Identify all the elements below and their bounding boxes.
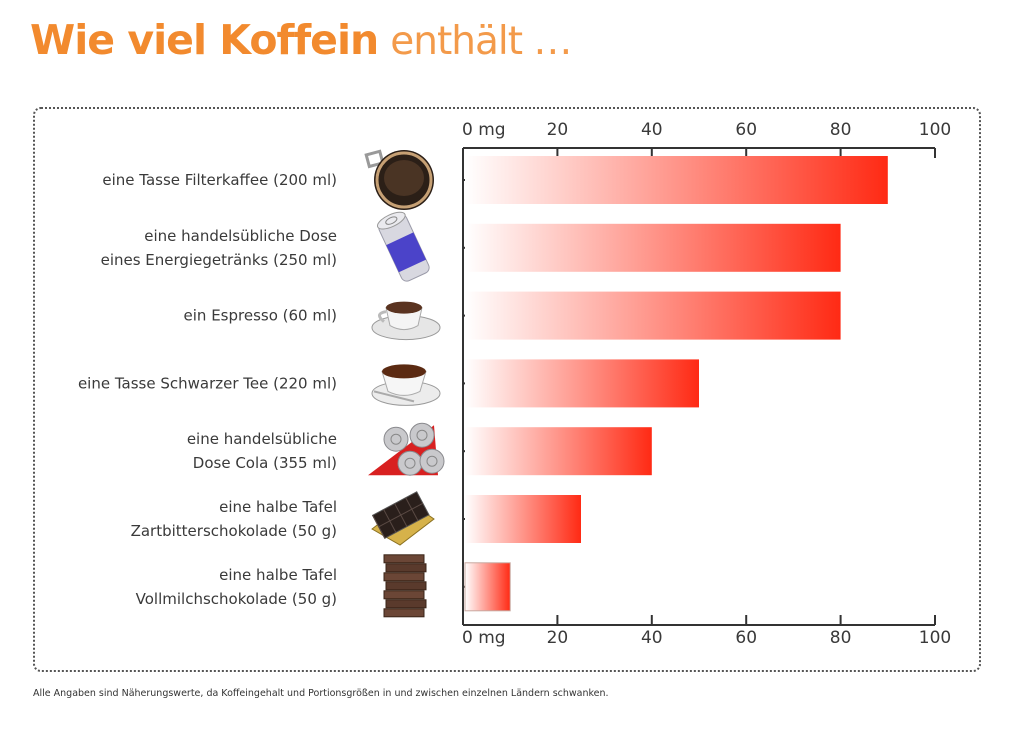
category-label: ein Espresso (60 ml): [184, 307, 337, 325]
chart-frame: [33, 107, 981, 672]
bar: [465, 427, 652, 476]
bottom-tick-label: 100: [919, 628, 951, 648]
bar: [465, 156, 888, 204]
milk-chocolate-icon: [383, 554, 427, 618]
espresso-cup-icon: [371, 301, 441, 341]
category-label: eine halbe Tafel: [219, 498, 337, 516]
page-title: Wie viel Koffein enthält …: [30, 16, 572, 64]
bottom-tick-label: 40: [641, 628, 663, 648]
bar: [465, 291, 841, 340]
axes: 0 mg 0 mg 20 20 40 40 60 60 80 80 100 100: [462, 120, 951, 648]
tea-cup-icon: [371, 364, 441, 406]
filter-coffee-icon: [364, 149, 434, 210]
top-tick-label: 40: [641, 120, 663, 140]
category-label: eine Tasse Filterkaffee (200 ml): [102, 171, 337, 189]
top-tick-label: 80: [830, 120, 852, 140]
bottom-tick-label: 20: [547, 628, 569, 648]
top-tick-label: 100: [919, 120, 951, 140]
bar: [465, 359, 699, 408]
category-labels: eine Tasse Filterkaffee (200 ml) eine han…: [78, 171, 337, 608]
bar: [465, 223, 841, 272]
category-label: eine handelsübliche Dose: [144, 227, 337, 245]
top-tick-label: 0 mg: [462, 120, 506, 140]
category-label: eines Energiegetränks (250 ml): [101, 251, 337, 269]
category-label: Dose Cola (355 ml): [193, 454, 337, 472]
dark-chocolate-icon: [371, 491, 435, 546]
bottom-tick-label: 0 mg: [462, 628, 506, 648]
title-light: enthält …: [390, 19, 572, 64]
category-label: eine halbe Tafel: [219, 566, 337, 584]
category-label: Vollmilchschokolade (50 g): [136, 590, 337, 608]
bars: [464, 156, 888, 612]
category-label: eine handelsübliche: [187, 430, 337, 448]
bottom-tick-label: 80: [830, 628, 852, 648]
category-label: Zartbitterschokolade (50 g): [131, 522, 337, 540]
category-label: eine Tasse Schwarzer Tee (220 ml): [78, 374, 337, 392]
bar: [465, 495, 581, 543]
footnote: Alle Angaben sind Näherungswerte, da Kof…: [33, 688, 609, 699]
bar: [464, 562, 511, 612]
top-tick-label: 20: [547, 120, 569, 140]
energy-drink-can-icon: [376, 211, 430, 282]
category-icons: [364, 149, 445, 618]
top-tick-label: 60: [735, 120, 757, 140]
title-bold: Wie viel Koffein: [30, 16, 379, 64]
cola-cans-icon: [368, 422, 445, 476]
bottom-tick-label: 60: [735, 628, 757, 648]
